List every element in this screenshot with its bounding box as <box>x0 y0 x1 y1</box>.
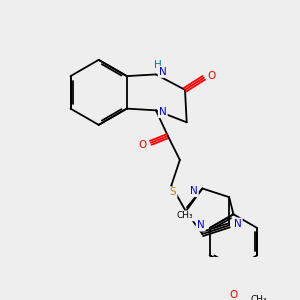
Text: H: H <box>154 60 161 70</box>
Text: O: O <box>138 140 146 149</box>
Text: N: N <box>159 107 166 117</box>
Text: O: O <box>229 290 238 300</box>
Text: N: N <box>159 67 166 77</box>
Text: CH₃: CH₃ <box>251 295 267 300</box>
Text: S: S <box>170 188 176 197</box>
Text: N: N <box>190 186 198 196</box>
Text: O: O <box>207 71 216 81</box>
Text: N: N <box>197 220 205 230</box>
Text: N: N <box>234 219 242 229</box>
Text: CH₃: CH₃ <box>177 211 194 220</box>
